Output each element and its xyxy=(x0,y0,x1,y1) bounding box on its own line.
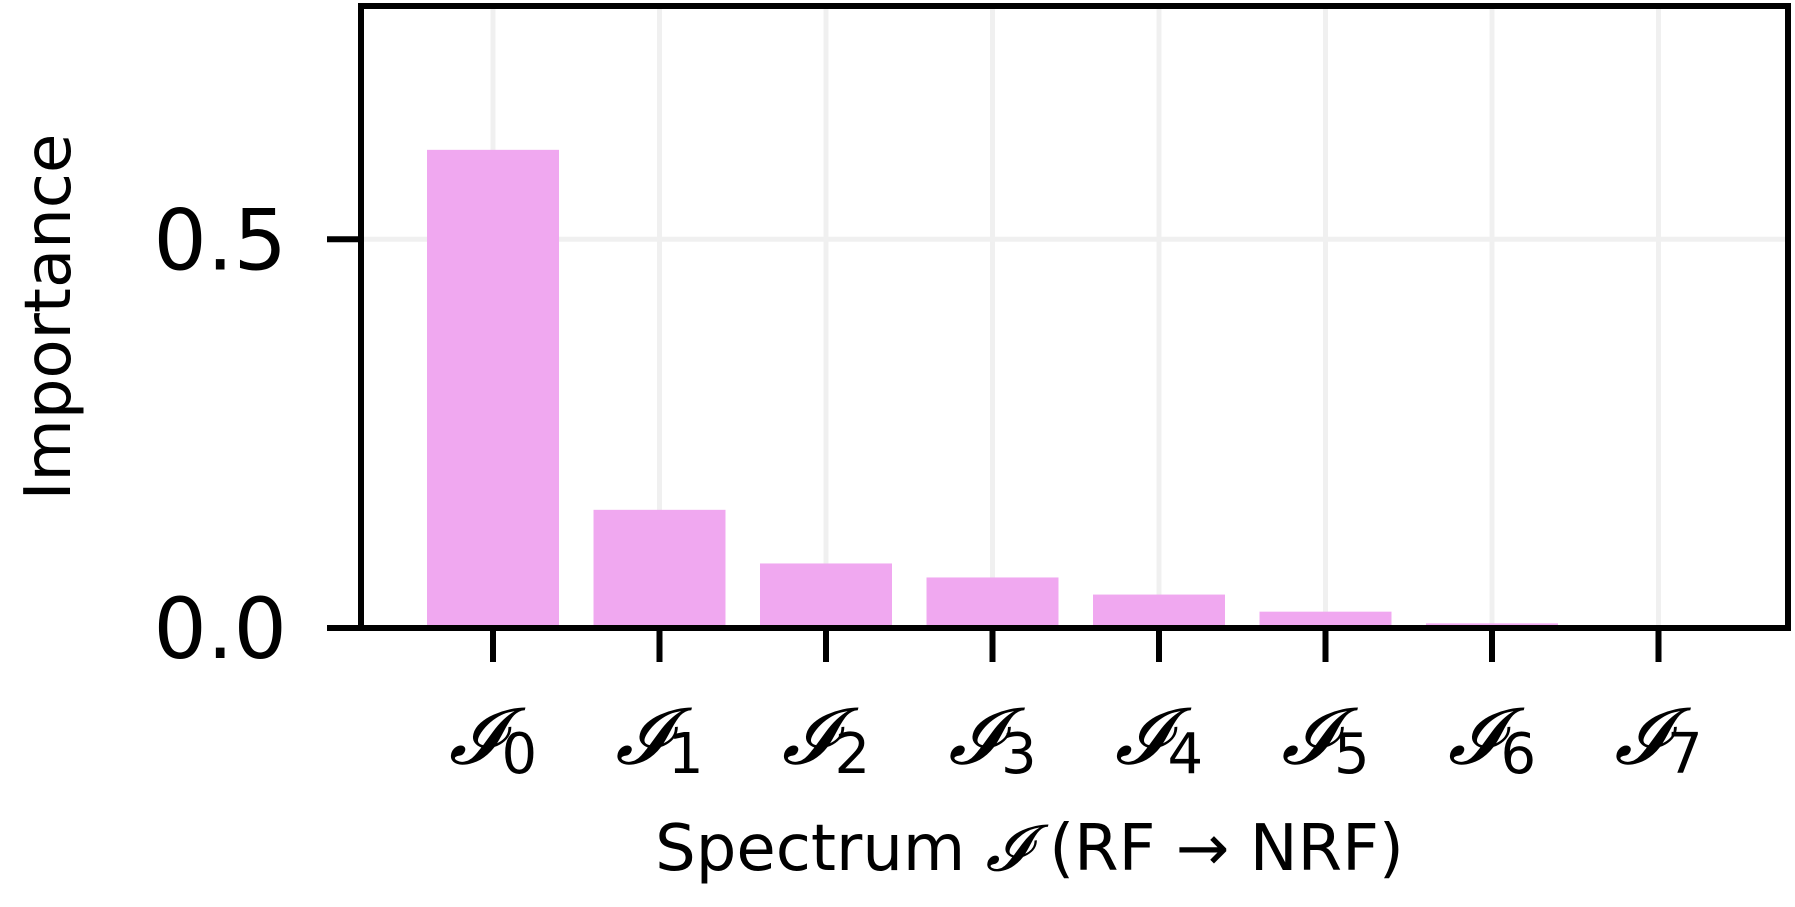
bar xyxy=(1093,594,1225,628)
tick-layer: 𝓘0 𝓘1 𝓘2 𝓘3 𝓘4 𝓘5 𝓘6 𝓘7 0.0 0.5 xyxy=(153,191,1702,787)
x-tick-label-index: 3 xyxy=(1001,722,1037,787)
plot-frame xyxy=(358,3,1791,631)
y-tick-label: 0.0 xyxy=(153,580,287,678)
x-tick-label-index: 4 xyxy=(1168,722,1204,787)
x-tick-label-index: 5 xyxy=(1334,722,1370,787)
x-axis-label-prefix: Spectrum xyxy=(655,812,965,886)
bar xyxy=(1259,611,1392,628)
x-tick-label: 𝓘6 xyxy=(1448,692,1536,787)
x-tick-label: 𝓘4 xyxy=(1115,692,1203,787)
x-tick-label: 𝓘0 xyxy=(449,692,537,787)
bar-layer xyxy=(427,149,1558,628)
x-tick-label-index: 7 xyxy=(1667,722,1703,787)
x-axis-label: Spectrum 𝓘 (RF → NRF) xyxy=(655,812,1404,886)
x-tick-label: 𝓘2 xyxy=(782,692,870,787)
x-tick-label: 𝓘5 xyxy=(1281,692,1369,787)
grid-layer xyxy=(361,6,1788,628)
x-tick-label: 𝓘3 xyxy=(948,692,1036,787)
bar xyxy=(427,149,559,628)
x-axis-label-suffix: (RF → NRF) xyxy=(1049,812,1404,886)
x-tick-label-index: 1 xyxy=(668,722,704,787)
bar xyxy=(760,563,892,628)
bar xyxy=(593,509,726,628)
x-axis-label-symbol: 𝓘 xyxy=(986,812,1049,886)
x-tick-label-index: 0 xyxy=(502,722,538,787)
x-tick-label-index: 2 xyxy=(835,722,871,787)
x-tick-label: 𝓘7 xyxy=(1614,692,1702,787)
x-tick-label: 𝓘1 xyxy=(615,692,703,787)
bar xyxy=(926,577,1059,628)
y-axis-label: Importance xyxy=(12,134,86,501)
x-tick-label-index: 6 xyxy=(1501,722,1537,787)
y-tick-label: 0.5 xyxy=(153,191,287,289)
